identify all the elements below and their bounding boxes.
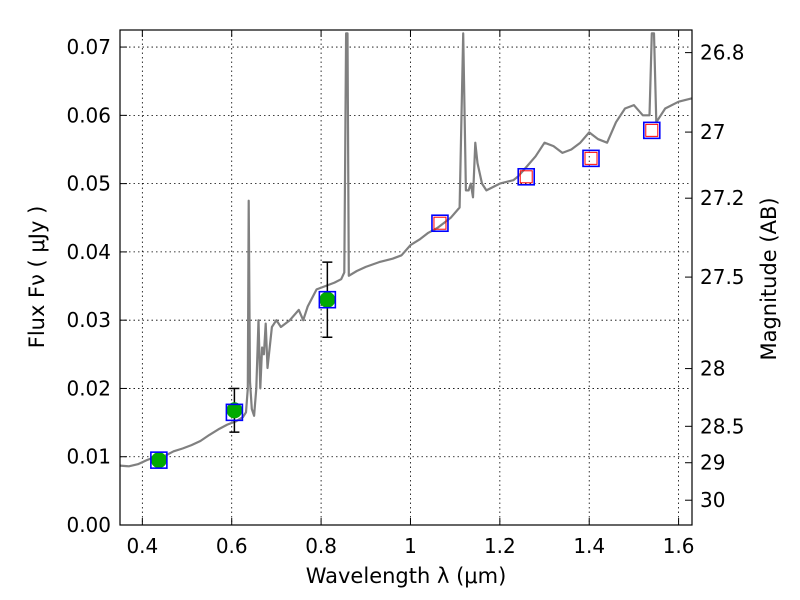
right-tick-label: 30 [700, 488, 725, 512]
model-photometry-square [582, 149, 600, 168]
model-photometry-square [517, 167, 536, 186]
ticks-layer: 0.4 0.6 0.8 1 1.2 1.4 1.6 0.00 0.01 0.02 0.03 0.04 0… [66, 30, 745, 558]
right-tick-label: 27 [700, 120, 725, 144]
y-tick-label: 0.07 [66, 35, 111, 59]
y-tick-label: 0.02 [66, 376, 111, 400]
right-tick-label: 28.5 [700, 414, 745, 438]
model-photometry-square [150, 451, 168, 469]
grid-layer [120, 30, 692, 526]
right-tick-label: 29 [700, 451, 725, 475]
x-tick-label: 1.2 [484, 534, 516, 558]
x-tick-label: 1.6 [663, 534, 695, 558]
x-tick-label: 1 [404, 534, 417, 558]
x-tick-label: 1.4 [573, 534, 605, 558]
x-tick-label: 0.4 [126, 534, 158, 558]
x-tick-label: 0.6 [216, 534, 248, 558]
model-photometry-square [642, 121, 661, 140]
right-tick-label: 26.8 [700, 41, 745, 65]
plot-frame [119, 29, 693, 526]
y-axis-label: Flux Fν ( μJy ) [25, 206, 49, 349]
observed-point [319, 291, 336, 308]
x-tick-label: 0.8 [305, 534, 337, 558]
model-photometry-square [431, 214, 449, 233]
spectrum-layer [119, 32, 693, 468]
predicted-square [433, 216, 447, 230]
points-layer [150, 121, 661, 469]
right-tick-label: 27.5 [700, 265, 745, 289]
spectrum-line [119, 32, 693, 468]
model-photometry-square [225, 403, 244, 422]
right-tick-label: 28 [700, 357, 725, 381]
y-tick-label: 0.06 [66, 103, 111, 127]
right-tick-label: 27.2 [700, 186, 745, 210]
observed-point [150, 452, 167, 469]
y-tick-label: 0.00 [66, 513, 111, 537]
y-tick-label: 0.04 [66, 240, 111, 264]
model-photometry-square [318, 290, 337, 309]
predicted-square [645, 123, 659, 137]
y-tick-label: 0.05 [66, 172, 111, 196]
y-tick-label: 0.01 [66, 445, 111, 469]
x-axis-label: Wavelength λ (μm) [306, 564, 507, 588]
predicted-square [519, 170, 533, 184]
predicted-square [584, 151, 598, 165]
y-tick-label: 0.03 [66, 308, 111, 332]
right-axis-label: Magnitude (AB) [757, 197, 781, 360]
